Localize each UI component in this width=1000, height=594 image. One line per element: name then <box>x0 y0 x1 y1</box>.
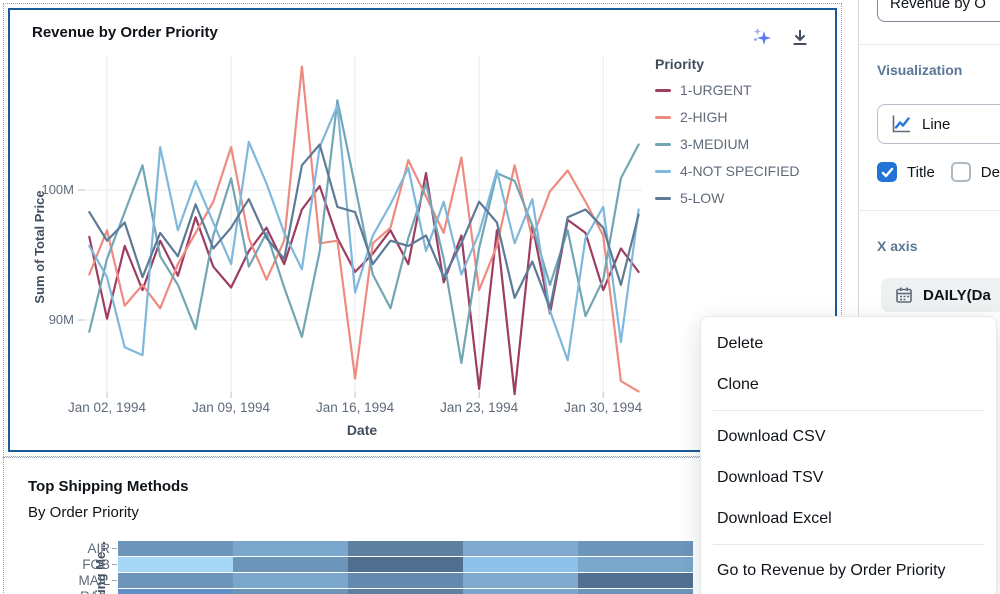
heatmap-cell-mail-5[interactable] <box>578 573 693 588</box>
legend-label: 1-URGENT <box>680 82 752 98</box>
menu-item-download-excel[interactable]: Download Excel <box>717 510 832 527</box>
menu-item-clone[interactable]: Clone <box>717 376 759 393</box>
heatmap-cell-rail-1[interactable] <box>118 589 233 594</box>
legend-swatch <box>655 169 671 173</box>
heatmap-title: Top Shipping Methods <box>28 478 189 495</box>
heatmap-subtitle: By Order Priority <box>28 504 139 521</box>
heatmap-row-label-air: AIR <box>87 541 110 556</box>
heatmap-widget-top-shipping-methods[interactable]: Top Shipping Methods By Order Priority S… <box>3 457 843 594</box>
description-checkbox[interactable] <box>950 162 971 182</box>
chart-line-2-high[interactable] <box>88 65 640 393</box>
x-axis-field-label: DAILY(Da <box>923 286 991 304</box>
context-menu: Delete Clone Download CSV Download TSV Downl… <box>700 316 997 594</box>
heatmap-cell-fob-2[interactable] <box>233 557 348 572</box>
chart-type-selector[interactable]: Line <box>877 104 1000 144</box>
visual-name-input[interactable] <box>877 0 1000 22</box>
menu-divider <box>713 410 984 411</box>
heatmap-cell-air-4[interactable] <box>463 541 578 556</box>
panel-divider <box>859 210 1000 211</box>
description-checkbox-label: De <box>980 163 1000 181</box>
legend-swatch <box>655 142 671 146</box>
legend-item-5-low[interactable]: 5-LOW <box>655 190 800 206</box>
heatmap-row-tick <box>112 580 117 581</box>
heatmap-cell-fob-3[interactable] <box>348 557 463 572</box>
menu-item-download-csv[interactable]: Download CSV <box>717 428 826 445</box>
line-chart-icon <box>892 115 910 133</box>
visualization-heading: Visualization <box>877 62 963 78</box>
heatmap-cell-mail-1[interactable] <box>118 573 233 588</box>
legend-item-1-urgent[interactable]: 1-URGENT <box>655 82 800 98</box>
panel-divider <box>859 44 1000 45</box>
menu-item-download-tsv[interactable]: Download TSV <box>717 469 824 486</box>
heatmap-row-tick <box>112 548 117 549</box>
check-icon <box>881 167 893 177</box>
title-checkbox[interactable] <box>877 162 897 182</box>
heatmap-cell-air-1[interactable] <box>118 541 233 556</box>
display-options-row: Title De <box>877 162 1000 182</box>
x-axis-title: Date <box>346 422 378 438</box>
chart-line-4-not-specified[interactable] <box>88 104 640 362</box>
x-axis-field-pill[interactable]: DAILY(Da <box>881 278 1000 312</box>
chart-widget-revenue-by-order-priority[interactable]: Revenue by Order Priority Sum of Total P… <box>3 3 842 457</box>
chart-title: Revenue by Order Priority <box>32 24 218 41</box>
legend-title: Priority <box>655 56 705 72</box>
heatmap-cell-fob-1[interactable] <box>118 557 233 572</box>
x-tick-label: Jan 30, 1994 <box>564 400 643 415</box>
x-tick-label: Jan 16, 1994 <box>316 400 395 415</box>
chart-legend: Priority 1-URGENT 2-HIGH 3-MEDIUM 4-NOT SPE… <box>655 56 800 217</box>
x-tick-label: Jan 02, 1994 <box>67 400 147 415</box>
heatmap-cell-air-3[interactable] <box>348 541 463 556</box>
x-tick-label: Jan 23, 1994 <box>440 400 519 415</box>
line-chart-plot <box>78 56 642 398</box>
heatmap-cell-rail-3[interactable] <box>348 589 463 594</box>
heatmap-cell-air-2[interactable] <box>233 541 348 556</box>
legend-label: 5-LOW <box>680 190 725 206</box>
menu-divider <box>713 544 984 545</box>
heatmap-cell-rail-2[interactable] <box>233 589 348 594</box>
heatmap-cell-rail-4[interactable] <box>463 589 578 594</box>
heatmap-cell-rail-5[interactable] <box>578 589 693 594</box>
legend-label: 2-HIGH <box>680 109 728 125</box>
y-tick-label: 100M <box>41 182 74 197</box>
legend-swatch <box>655 196 671 200</box>
x-tick-label: Jan 09, 1994 <box>192 400 271 415</box>
heatmap-cell-fob-4[interactable] <box>463 557 578 572</box>
chart-line-5-low[interactable] <box>88 143 640 310</box>
chart-type-label: Line <box>922 115 951 133</box>
legend-label: 4-NOT SPECIFIED <box>680 163 800 179</box>
title-checkbox-label: Title <box>907 163 935 181</box>
legend-item-4-not-specified[interactable]: 4-NOT SPECIFIED <box>655 163 800 179</box>
legend-label: 3-MEDIUM <box>680 136 750 152</box>
x-axis-heading: X axis <box>877 238 918 254</box>
y-tick-label: 90M <box>48 312 74 327</box>
menu-item-delete[interactable]: Delete <box>717 335 764 352</box>
legend-swatch <box>655 115 671 119</box>
chart-widget-toolbar <box>751 26 811 48</box>
legend-item-2-high[interactable]: 2-HIGH <box>655 109 800 125</box>
heatmap-cell-mail-2[interactable] <box>233 573 348 588</box>
download-icon[interactable] <box>789 26 811 48</box>
heatmap-row-tick <box>112 564 117 565</box>
heatmap-cell-air-5[interactable] <box>578 541 693 556</box>
legend-swatch <box>655 88 671 92</box>
calendar-icon <box>896 287 912 303</box>
heatmap-cell-mail-4[interactable] <box>463 573 578 588</box>
heatmap-cell-fob-5[interactable] <box>578 557 693 572</box>
menu-item-go-to-revenue-by-order-priority[interactable]: Go to Revenue by Order Priority <box>717 562 946 579</box>
ai-sparkle-icon[interactable] <box>751 26 773 48</box>
heatmap-cell-mail-3[interactable] <box>348 573 463 588</box>
chart-line-3-medium[interactable] <box>88 99 640 364</box>
heatmap-row-label-fob: FOB <box>82 557 110 572</box>
heatmap-row-label-mail: MAIL <box>78 573 110 588</box>
legend-item-3-medium[interactable]: 3-MEDIUM <box>655 136 800 152</box>
heatmap-row-label-rail: RAIL <box>48 589 110 594</box>
